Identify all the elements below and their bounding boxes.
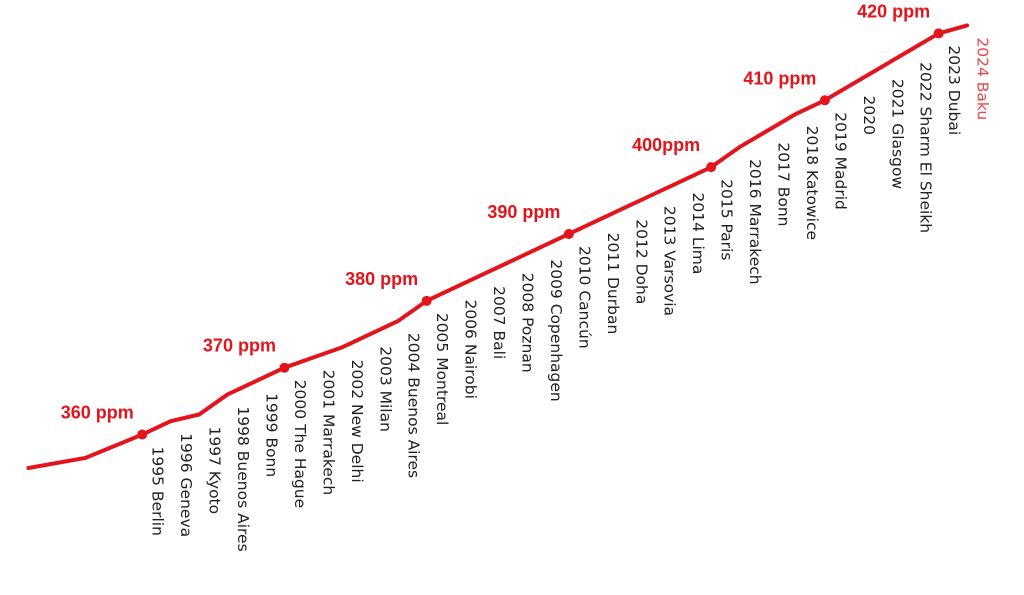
cop-label: 2004 Buenos Aires: [405, 333, 423, 478]
cop-label: 2006 Nairobi: [462, 299, 480, 398]
cop-label: 2011 Durban: [604, 233, 622, 335]
cop-label: 2002 New Delhi: [348, 360, 366, 483]
cop-label: 2020: [860, 96, 878, 135]
cop-label: 2007 Bali: [490, 286, 508, 359]
cop-label: 2021 Glasgow: [888, 79, 906, 190]
cop-label: 2017 Bonn: [775, 142, 793, 226]
cop-label: 2014 Lima: [689, 193, 707, 275]
milestone-point: [279, 362, 290, 373]
cop-label: 2010 Cancún: [575, 246, 593, 349]
cop-label: 2000 The Hague: [291, 380, 309, 508]
cop-label: 2009 Copenhagen: [547, 259, 565, 401]
milestone-label: 370 ppm: [203, 336, 276, 356]
cop-label: 2015 Paris: [718, 179, 736, 260]
milestone-point: [706, 162, 717, 173]
cop-label: 2024 Baku: [974, 37, 992, 120]
cop-label: 2019 Madrid: [831, 112, 849, 210]
milestone-label: 360 ppm: [61, 403, 134, 423]
cop-label: 2012 Doha: [632, 219, 650, 304]
milestone-point: [933, 28, 944, 39]
cop-label: 2003 Milan: [376, 346, 394, 432]
cop-label: 2013 Varsovia: [661, 206, 679, 316]
milestone-label: 410 ppm: [743, 68, 816, 88]
milestone-point: [563, 228, 574, 239]
cop-label: 1997 Kyoto: [206, 426, 224, 514]
milestone-label: 380 ppm: [345, 269, 418, 289]
cop-label: 2022 Sharm El Sheikh: [917, 62, 935, 233]
milestone-label: 390 ppm: [487, 202, 560, 222]
cop-label: 2001 Marrakech: [319, 370, 337, 496]
cop-label: 2008 Poznan: [519, 273, 537, 373]
milestone-point: [137, 429, 148, 440]
cop-label: 2005 Montreal: [433, 313, 451, 426]
cop-label: 2016 Marrakech: [746, 159, 764, 285]
milestone-point: [421, 295, 432, 306]
cop-label: 1999 Bonn: [263, 393, 281, 477]
milestone-label: 400ppm: [632, 135, 700, 155]
cop-label: 2023 Dubai: [945, 45, 963, 135]
data-line: [26, 23, 970, 470]
milestone-label: 420 ppm: [857, 1, 930, 21]
cop-label: 1995 Berlin: [149, 447, 167, 536]
cop-label: 1996 Geneva: [177, 433, 195, 537]
cop-label: 2018 Katowice: [803, 126, 821, 240]
milestone-point: [819, 95, 830, 106]
cop-label: 1998 Buenos Aires: [234, 406, 252, 551]
